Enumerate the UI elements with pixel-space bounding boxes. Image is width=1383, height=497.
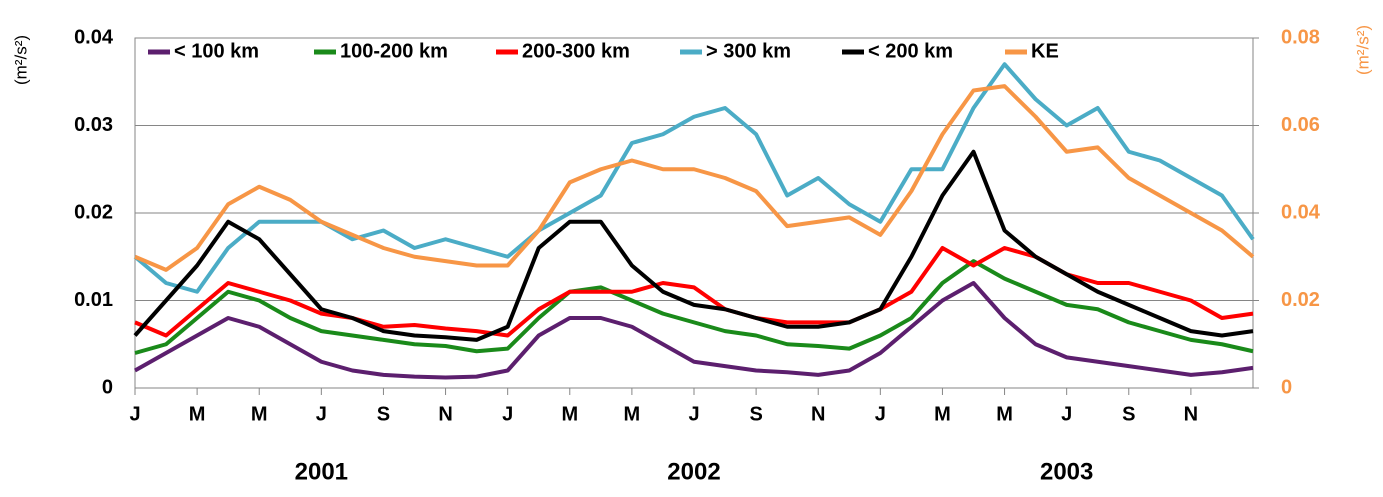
y2-axis-label: (m²/s²) — [1353, 25, 1372, 75]
x-tick-label: M — [251, 403, 268, 425]
x-tick-label: J — [316, 403, 327, 425]
x-tick-label: S — [1122, 403, 1135, 425]
y-axis-label: (m²/s²) — [11, 35, 30, 85]
legend-label: KE — [1031, 40, 1059, 62]
series-line — [134, 281, 1254, 380]
y-tick-label: 0.02 — [74, 201, 113, 223]
y-tick-label: 0.01 — [74, 289, 113, 311]
x-tick-label: M — [189, 403, 206, 425]
year-label: 2001 — [295, 458, 348, 485]
legend-label: > 300 km — [706, 40, 791, 62]
series-line — [134, 259, 1254, 355]
x-tick-label: N — [1184, 403, 1198, 425]
x-tick-label: N — [438, 403, 452, 425]
y2-tick-label: 0 — [1281, 376, 1292, 398]
x-tick-label: J — [688, 403, 699, 425]
y-tick-label: 0.04 — [74, 26, 114, 48]
x-tick-label: S — [749, 403, 762, 425]
series-line — [133, 149, 1254, 342]
year-label: 2002 — [667, 458, 720, 485]
y-tick-label: 0 — [102, 376, 113, 398]
series-line — [133, 62, 1255, 294]
x-tick-label: M — [561, 403, 578, 425]
legend-label: 100-200 km — [340, 40, 448, 62]
legend-label: 200-300 km — [522, 40, 630, 62]
x-tick-label: M — [996, 403, 1013, 425]
y2-tick-label: 0.04 — [1281, 201, 1321, 223]
x-tick-label: J — [129, 403, 140, 425]
year-label: 2003 — [1040, 458, 1093, 485]
series-line — [134, 84, 1255, 272]
y2-tick-label: 0.02 — [1281, 289, 1320, 311]
legend-label: < 200 km — [868, 40, 953, 62]
y-tick-label: 0.03 — [74, 114, 113, 136]
x-tick-label: J — [875, 403, 886, 425]
y2-tick-label: 0.06 — [1281, 114, 1320, 136]
x-tick-label: M — [624, 403, 641, 425]
x-tick-label: M — [934, 403, 951, 425]
x-tick-label: S — [377, 403, 390, 425]
x-tick-label: J — [1061, 403, 1072, 425]
y2-tick-label: 0.08 — [1281, 26, 1320, 48]
legend-label: < 100 km — [174, 40, 259, 62]
x-tick-label: J — [502, 403, 513, 425]
x-tick-label: N — [811, 403, 825, 425]
